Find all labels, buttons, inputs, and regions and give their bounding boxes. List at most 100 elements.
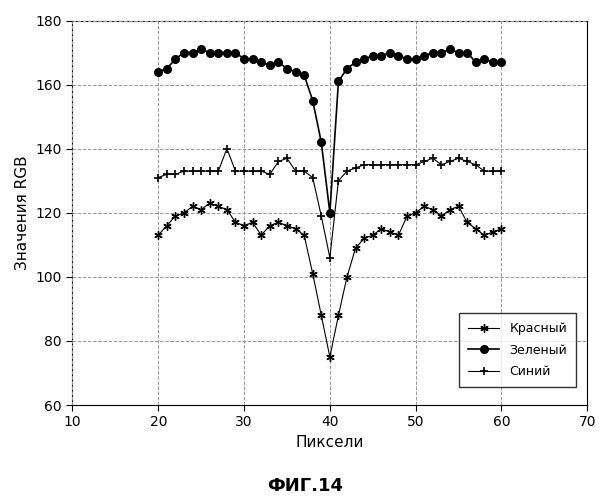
Красный	[481, 232, 488, 238]
Зеленый	[318, 140, 325, 145]
Y-axis label: Значения RGB: Значения RGB	[15, 156, 30, 270]
Синий	[223, 146, 230, 152]
Зеленый	[352, 59, 359, 65]
Красный	[378, 226, 385, 232]
Синий	[163, 172, 170, 177]
Зеленый	[172, 56, 179, 62]
Синий	[292, 168, 299, 174]
Зеленый	[163, 66, 170, 71]
Синий	[266, 172, 274, 177]
Синий	[249, 168, 256, 174]
Красный	[395, 232, 402, 238]
Красный	[284, 222, 291, 228]
Красный	[369, 232, 376, 238]
Синий	[232, 168, 239, 174]
Синий	[258, 168, 265, 174]
Синий	[352, 165, 359, 171]
Синий	[335, 178, 342, 184]
Синий	[420, 158, 428, 164]
Синий	[464, 158, 471, 164]
Синий	[214, 168, 222, 174]
Красный	[258, 232, 265, 238]
Зеленый	[214, 50, 222, 56]
Красный	[275, 220, 282, 226]
Красный	[155, 232, 162, 238]
Синий	[318, 213, 325, 219]
Красный	[498, 226, 505, 232]
Зеленый	[472, 59, 480, 65]
X-axis label: Пиксели: Пиксели	[296, 435, 364, 450]
Зеленый	[258, 59, 265, 65]
Красный	[249, 220, 256, 226]
Красный	[446, 206, 453, 212]
Красный	[223, 206, 230, 212]
Зеленый	[498, 59, 505, 65]
Line: Зеленый: Зеленый	[155, 46, 505, 216]
Синий	[326, 254, 334, 260]
Синий	[472, 162, 480, 168]
Синий	[378, 162, 385, 168]
Зеленый	[420, 52, 428, 59]
Красный	[172, 213, 179, 219]
Зеленый	[395, 52, 402, 59]
Зеленый	[292, 69, 299, 75]
Синий	[343, 168, 351, 174]
Зеленый	[232, 50, 239, 56]
Красный	[343, 274, 351, 280]
Красный	[352, 245, 359, 251]
Синий	[172, 172, 179, 177]
Синий	[369, 162, 376, 168]
Красный	[472, 226, 480, 232]
Синий	[455, 156, 463, 162]
Красный	[232, 220, 239, 226]
Красный	[301, 232, 308, 238]
Красный	[163, 222, 170, 228]
Зеленый	[378, 52, 385, 59]
Зеленый	[335, 78, 342, 84]
Зеленый	[249, 56, 256, 62]
Красный	[455, 204, 463, 210]
Синий	[498, 168, 505, 174]
Красный	[180, 210, 188, 216]
Красный	[206, 200, 213, 206]
Legend: Красный, Зеленый, Синий: Красный, Зеленый, Синий	[459, 313, 576, 387]
Text: ФИГ.14: ФИГ.14	[268, 477, 343, 495]
Синий	[206, 168, 213, 174]
Зеленый	[481, 56, 488, 62]
Зеленый	[403, 56, 411, 62]
Зеленый	[489, 59, 497, 65]
Зеленый	[180, 50, 188, 56]
Синий	[489, 168, 497, 174]
Красный	[266, 222, 274, 228]
Синий	[240, 168, 247, 174]
Зеленый	[360, 56, 368, 62]
Синий	[301, 168, 308, 174]
Зеленый	[412, 56, 419, 62]
Зеленый	[437, 50, 445, 56]
Красный	[464, 220, 471, 226]
Красный	[189, 204, 196, 210]
Зеленый	[446, 46, 453, 52]
Синий	[481, 168, 488, 174]
Синий	[189, 168, 196, 174]
Красный	[326, 354, 334, 360]
Красный	[437, 213, 445, 219]
Зеленый	[464, 50, 471, 56]
Зеленый	[155, 69, 162, 75]
Синий	[360, 162, 368, 168]
Синий	[395, 162, 402, 168]
Синий	[180, 168, 188, 174]
Зеленый	[301, 72, 308, 78]
Зеленый	[343, 66, 351, 71]
Зеленый	[455, 50, 463, 56]
Красный	[429, 206, 436, 212]
Красный	[360, 236, 368, 242]
Синий	[309, 174, 316, 180]
Красный	[197, 206, 205, 212]
Зеленый	[266, 62, 274, 68]
Синий	[284, 156, 291, 162]
Зеленый	[284, 66, 291, 71]
Синий	[155, 174, 162, 180]
Красный	[386, 229, 393, 235]
Красный	[292, 226, 299, 232]
